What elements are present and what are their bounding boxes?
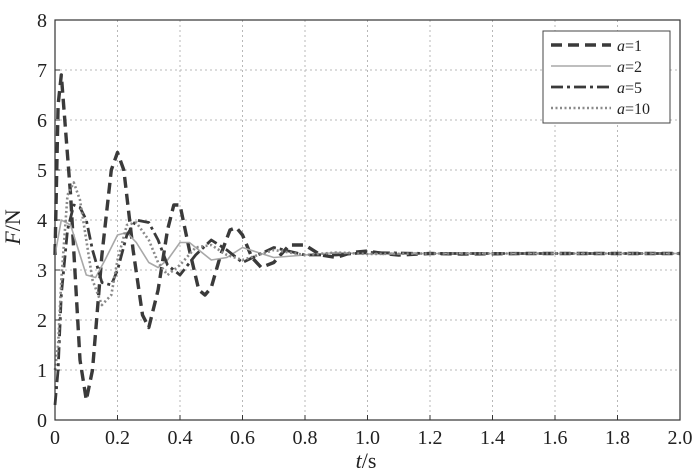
legend: a=1a=2a=5a=10 [542, 30, 671, 124]
legend-var: a [617, 101, 625, 118]
x-tick-label: 0 [50, 427, 60, 449]
y-tick-label: 7 [37, 60, 47, 82]
legend-value: =10 [625, 101, 650, 118]
y-axis-var: F [0, 231, 25, 246]
y-tick-label: 1 [37, 360, 47, 382]
legend-var: a [617, 38, 625, 55]
legend-var: a [617, 59, 625, 76]
x-axis-ticks: 0 0.2 0.4 0.6 0.8 1.0 1.2 1.4 1.6 1.8 2.0 [50, 415, 693, 449]
x-tick-label: 1.8 [605, 427, 630, 449]
series-line-a-2 [54, 219, 680, 279]
y-tick-label: 3 [37, 260, 47, 282]
series-line-a-5 [53, 203, 680, 406]
legend-var: a [617, 80, 625, 97]
legend-value: =5 [625, 80, 642, 97]
y-axis-label: F/N [0, 209, 25, 246]
y-tick-label: 4 [37, 210, 47, 232]
x-tick-label: 1.0 [355, 427, 380, 449]
series-lines [53, 73, 680, 406]
y-tick-label: 8 [37, 10, 47, 32]
legend-label: a=5 [617, 80, 642, 97]
y-tick-label: 6 [37, 110, 47, 132]
x-tick-label: 0.8 [293, 427, 318, 449]
x-tick-label: 1.6 [543, 427, 568, 449]
y-tick-label: 2 [37, 310, 47, 332]
x-axis-label: t/s [356, 448, 377, 470]
x-axis-unit: /s [362, 448, 377, 470]
x-tick-label: 0.4 [168, 427, 193, 449]
legend-label: a=2 [617, 59, 642, 76]
x-tick-label: 2.0 [668, 427, 693, 449]
y-tick-label: 5 [37, 160, 47, 182]
legend-value: =2 [625, 59, 642, 76]
y-axis-unit: /N [0, 209, 25, 231]
y-axis-ticks: 0 1 2 3 4 5 6 7 8 [37, 10, 60, 432]
legend-label: a=1 [617, 38, 642, 55]
legend-label: a=10 [617, 101, 650, 118]
x-axis-var: t [356, 448, 363, 470]
x-tick-label: 1.4 [480, 427, 505, 449]
legend-items: a=1a=2a=5a=10 [551, 38, 650, 118]
legend-value: =1 [625, 38, 642, 55]
y-tick-label: 0 [37, 410, 47, 432]
x-tick-label: 0.2 [105, 427, 130, 449]
x-tick-label: 1.2 [418, 427, 443, 449]
x-tick-label: 0.6 [230, 427, 255, 449]
